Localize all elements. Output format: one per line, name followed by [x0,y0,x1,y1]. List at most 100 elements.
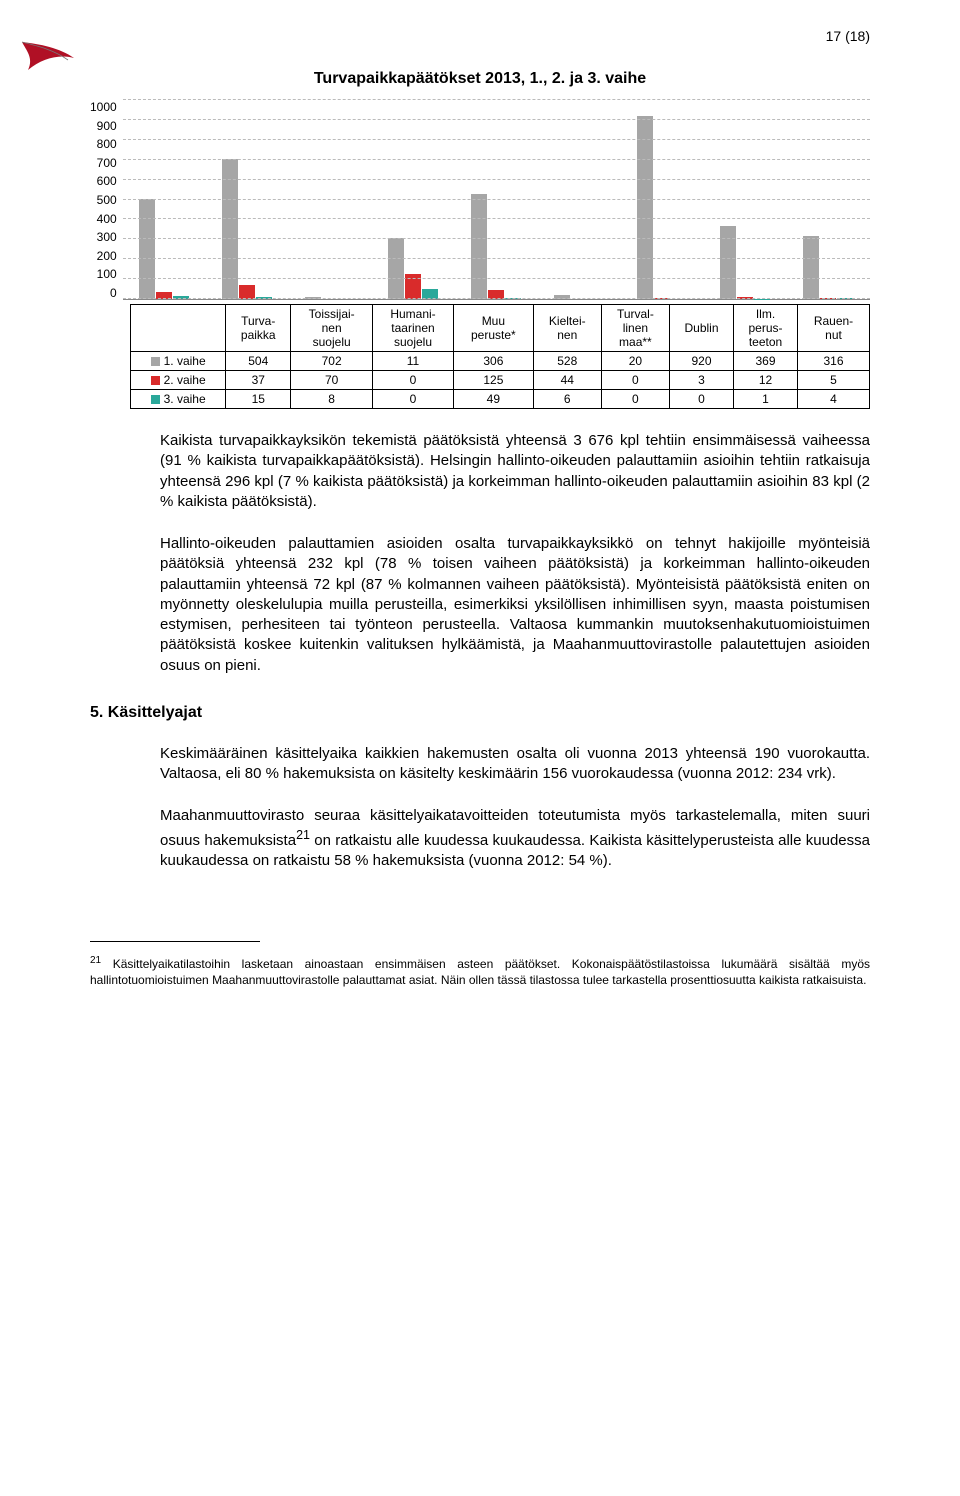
table-cell: 0 [373,390,454,409]
series-label: 3. vaihe [164,392,206,406]
table-header: Muuperuste* [453,305,533,352]
chart-title: Turvapaikkapäätökset 2013, 1., 2. ja 3. … [90,70,870,88]
legend-swatch [151,395,160,404]
y-tick-label: 400 [97,212,117,226]
bar-group [704,100,787,299]
grid-line [123,218,870,219]
footnote-ref: 21 [296,828,310,842]
table-header: Turva-paikka [226,305,291,352]
bar [720,226,736,299]
series-label: 2. vaihe [164,373,206,387]
bar [139,199,155,299]
y-tick-label: 600 [97,174,117,188]
table-cell: 306 [453,352,533,371]
bar-group [289,100,372,299]
legend-swatch [151,357,160,366]
series-label-cell: 1. vaihe [131,352,226,371]
bar [637,116,653,299]
legend-swatch [151,376,160,385]
y-tick-label: 800 [97,137,117,151]
table-cell: 15 [226,390,291,409]
table-cell: 70 [291,371,373,390]
table-cell: 20 [601,352,669,371]
grid-line [123,119,870,120]
bar-group [538,100,621,299]
table-cell: 369 [734,352,798,371]
footnote-rule [90,941,260,942]
y-tick-label: 100 [97,267,117,281]
logo [20,40,76,85]
table-cell: 125 [453,371,533,390]
table-header-empty [131,305,226,352]
table-header: Turval-linenmaa** [601,305,669,352]
table-header: Toissijai-nensuojelu [291,305,373,352]
table-cell: 44 [533,371,601,390]
table-cell: 12 [734,371,798,390]
table-cell: 0 [670,390,734,409]
grid-line [123,139,870,140]
y-tick-label: 300 [97,230,117,244]
paragraph: Maahanmuuttovirasto seuraa käsittelyaika… [160,806,870,871]
paragraph: Keskimääräinen käsittelyaika kaikkien ha… [160,744,870,785]
y-tick-label: 0 [110,286,117,300]
bar-group [123,100,206,299]
section-heading: 5. Käsittelyajat [90,704,870,722]
table-cell: 528 [533,352,601,371]
table-cell: 6 [533,390,601,409]
bar [471,194,487,299]
bar [803,236,819,299]
grid-line [123,298,870,299]
table-cell: 11 [373,352,454,371]
chart-plot [123,100,870,300]
table-cell: 5 [798,371,870,390]
y-axis: 10009008007006005004003002001000 [90,100,123,300]
table-cell: 49 [453,390,533,409]
table-cell: 920 [670,352,734,371]
grid-line [123,179,870,180]
table-cell: 504 [226,352,291,371]
footnote-marker: 21 [90,955,101,966]
chart: 10009008007006005004003002001000 [90,100,870,300]
bar [388,238,404,299]
y-tick-label: 1000 [90,100,117,114]
grid-line [123,99,870,100]
y-tick-label: 900 [97,119,117,133]
series-label-cell: 3. vaihe [131,390,226,409]
paragraph: Hallinto-oikeuden palauttamien asioiden … [160,534,870,676]
table-header: Kieltei-nen [533,305,601,352]
y-tick-label: 700 [97,156,117,170]
grid-line [123,159,870,160]
table-cell: 702 [291,352,373,371]
bar-group [206,100,289,299]
table-header: Rauen-nut [798,305,870,352]
table-header: Humani-taarinensuojelu [373,305,454,352]
table-cell: 316 [798,352,870,371]
footnote-text: Käsittelyaikatilastoihin lasketaan ainoa… [90,957,870,987]
table-header: Dublin [670,305,734,352]
table-header: Ilm.perus-teeton [734,305,798,352]
table-cell: 8 [291,390,373,409]
table-cell: 0 [601,371,669,390]
y-tick-label: 500 [97,193,117,207]
y-tick-label: 200 [97,249,117,263]
table-cell: 0 [373,371,454,390]
series-label: 1. vaihe [164,354,206,368]
bar [239,285,255,299]
grid-line [123,278,870,279]
bar-group [621,100,704,299]
table-cell: 1 [734,390,798,409]
grid-line [123,199,870,200]
grid-line [123,258,870,259]
series-label-cell: 2. vaihe [131,371,226,390]
footnote: 21 Käsittelyaikatilastoihin lasketaan ai… [90,954,870,988]
bar-group [787,100,870,299]
page-number: 17 (18) [826,28,870,44]
chart-data-table: Turva-paikkaToissijai-nensuojeluHumani-t… [130,304,870,409]
table-cell: 0 [601,390,669,409]
grid-line [123,238,870,239]
table-cell: 37 [226,371,291,390]
bar-group [455,100,538,299]
paragraph: Kaikista turvapaikkayksikön tekemistä pä… [160,431,870,512]
bar-group [372,100,455,299]
table-cell: 4 [798,390,870,409]
